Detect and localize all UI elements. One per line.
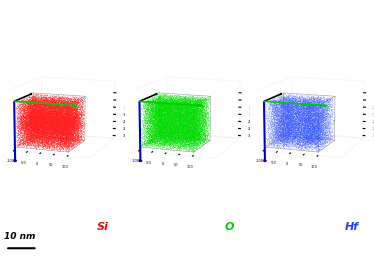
Text: Si: Si xyxy=(96,222,108,232)
Text: 10 nm: 10 nm xyxy=(4,232,36,241)
Text: O: O xyxy=(224,222,234,232)
Text: Hf: Hf xyxy=(345,222,359,232)
